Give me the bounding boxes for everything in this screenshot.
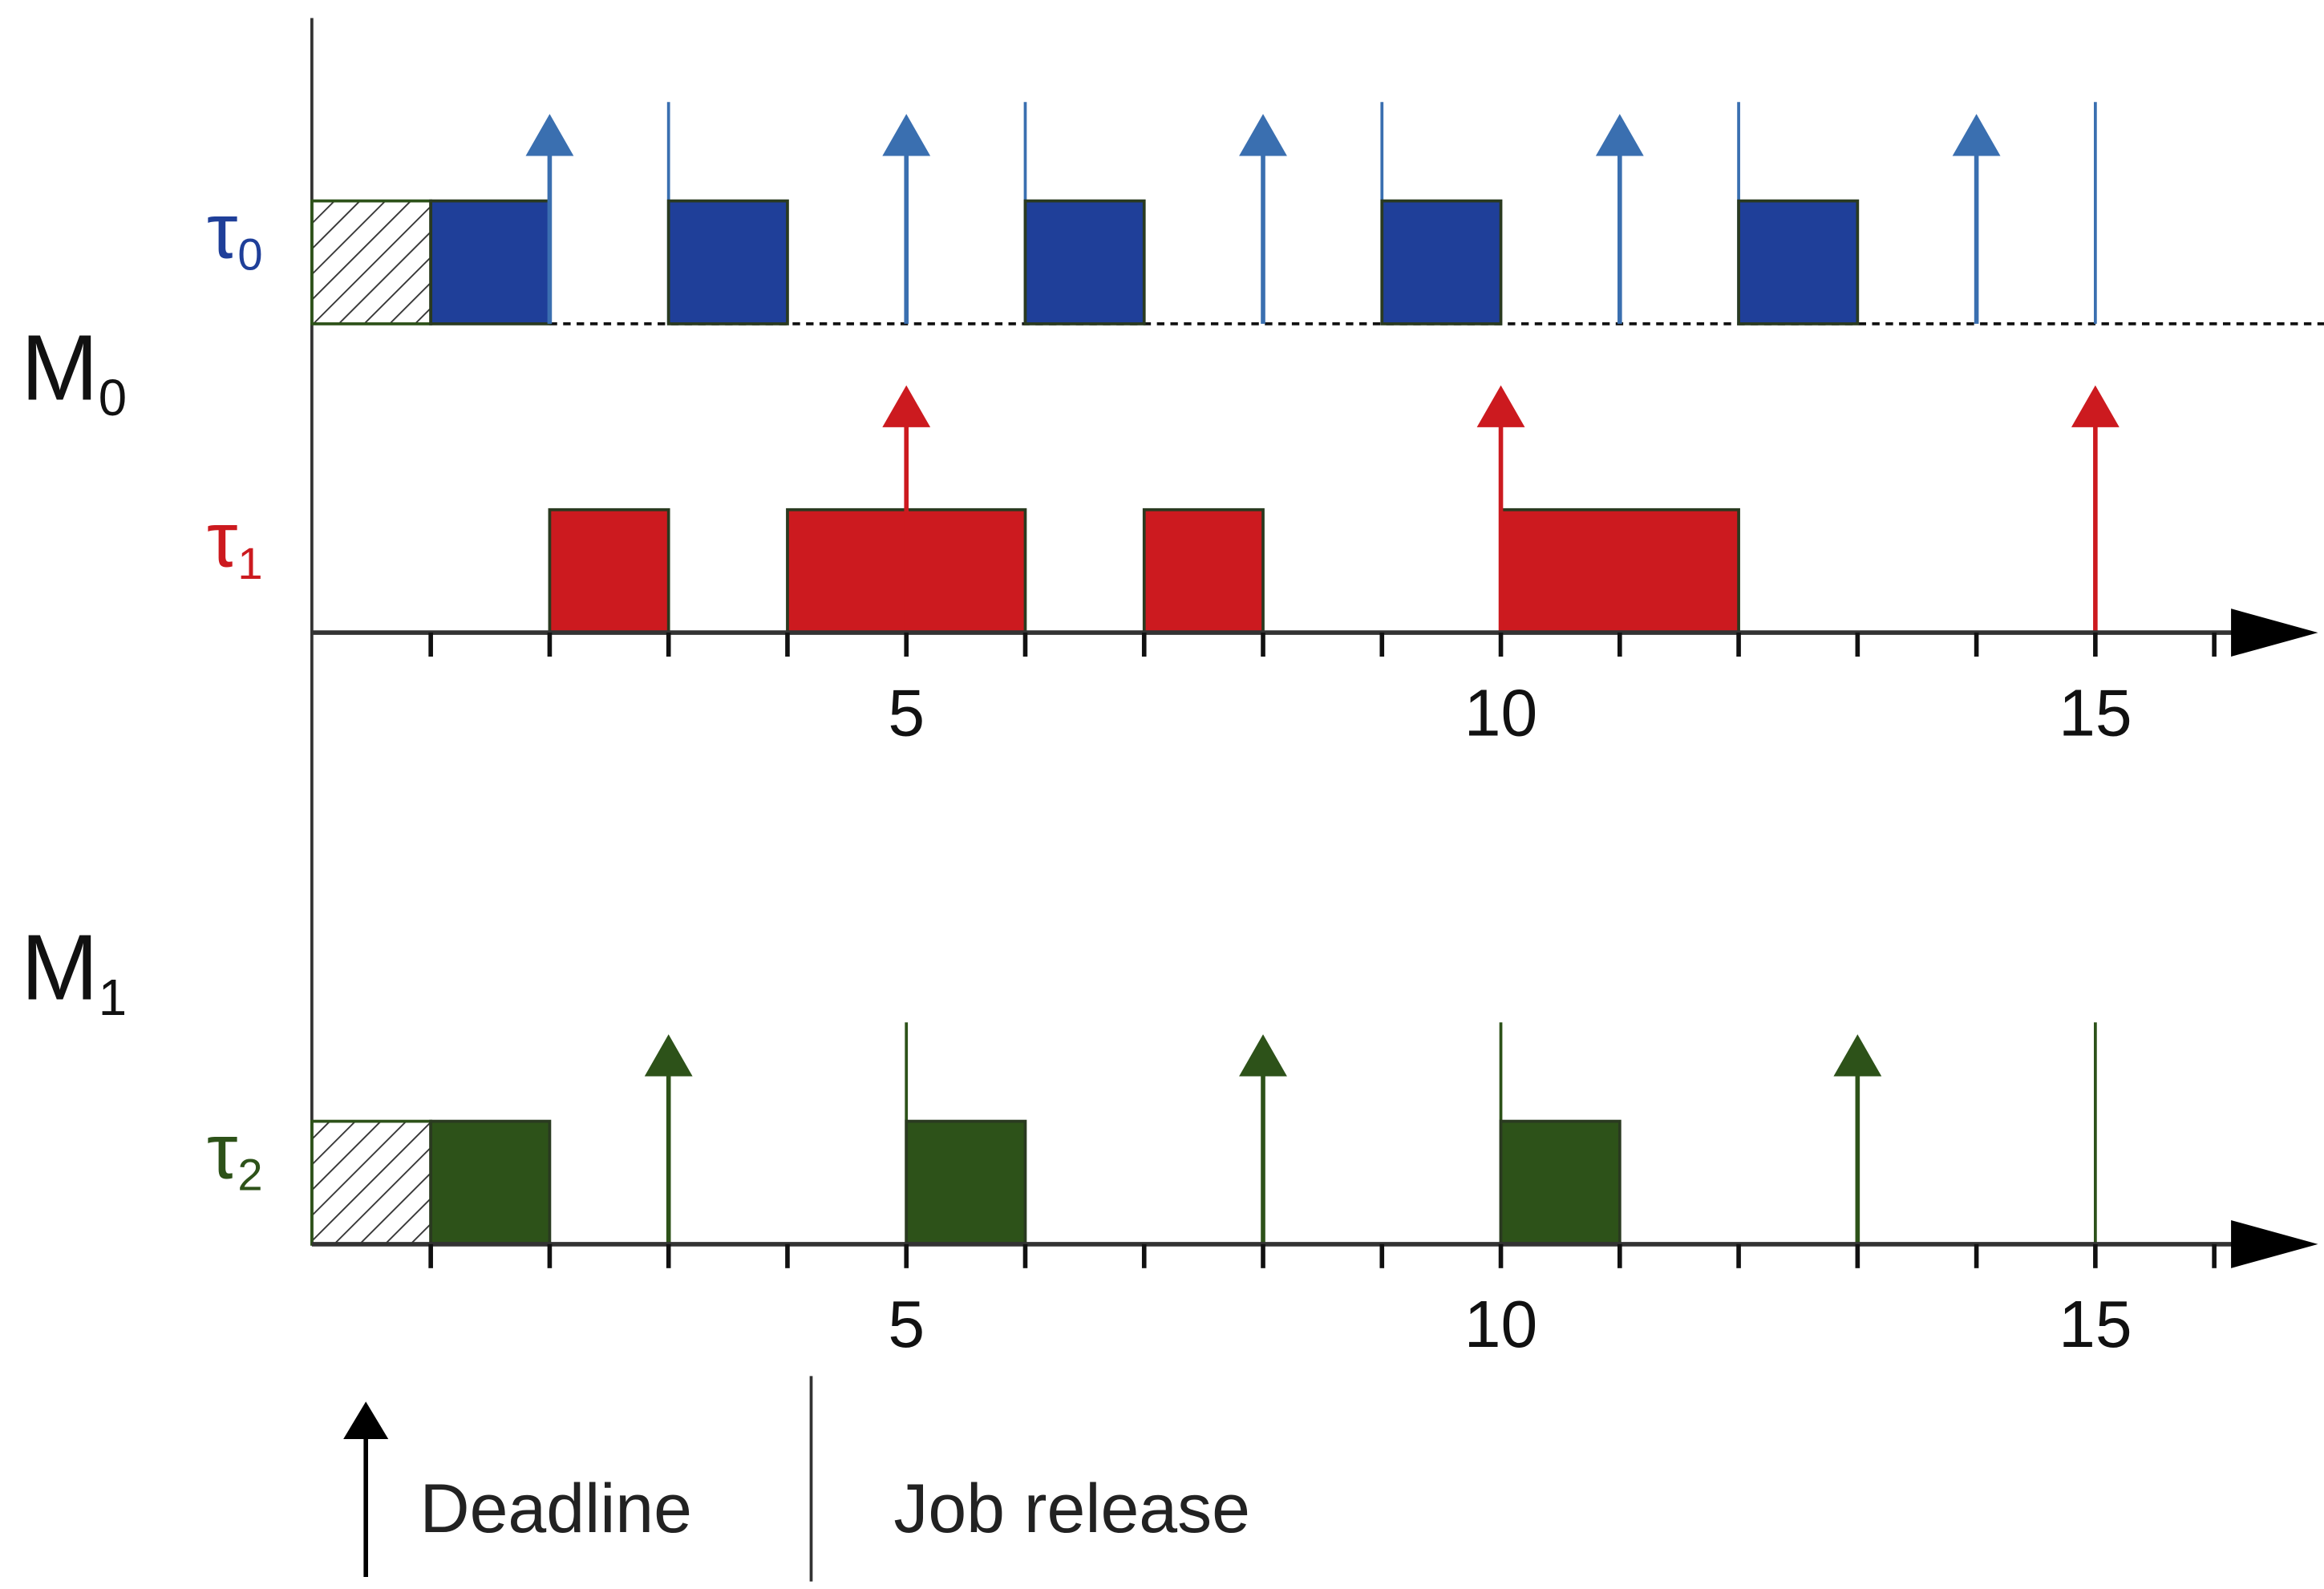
tick-label: 10 <box>1464 677 1538 750</box>
time-axis-arrow <box>2231 609 2318 657</box>
task-index: 2 <box>237 1149 262 1199</box>
machine-name: M <box>21 315 99 419</box>
tick-label: 5 <box>888 677 925 750</box>
deadline-arrow <box>882 385 931 427</box>
blocked-interval <box>310 1119 433 1246</box>
time-axis-arrow <box>2231 1219 2318 1268</box>
machine-label: M1 <box>21 915 127 1026</box>
job <box>905 1119 1027 1246</box>
task-name: τ <box>207 1107 237 1195</box>
deadline-arrow <box>525 114 574 156</box>
job <box>548 507 670 634</box>
task-label: τ0 <box>207 187 263 279</box>
job <box>1023 199 1146 325</box>
legend-release: Job release <box>893 1470 1250 1547</box>
tick-label: 15 <box>2059 1288 2132 1361</box>
machine-name: M <box>21 915 99 1019</box>
task-name: τ <box>207 187 237 274</box>
deadline-arrow <box>1476 385 1525 427</box>
job <box>429 199 552 325</box>
task-label: τ2 <box>207 1107 263 1199</box>
job <box>1380 199 1503 325</box>
deadline-arrow <box>1952 114 2001 156</box>
job <box>666 199 789 325</box>
machine-label: M0 <box>21 315 127 427</box>
job <box>429 1119 552 1246</box>
tick-label: 10 <box>1464 1288 1538 1361</box>
job <box>1499 1119 1622 1246</box>
deadline-arrow <box>644 1034 693 1077</box>
job <box>1499 507 1740 634</box>
deadline-arrow <box>882 114 931 156</box>
task-index: 1 <box>237 538 262 588</box>
tick-label: 5 <box>888 1288 925 1361</box>
job <box>1142 507 1265 634</box>
deadline-arrow <box>2071 385 2120 427</box>
deadline-arrow <box>1833 1034 1882 1077</box>
machine-index: 0 <box>99 370 127 427</box>
machine-index: 1 <box>99 969 127 1026</box>
task-index: 0 <box>237 228 262 279</box>
task-name: τ <box>207 495 237 583</box>
deadline-arrow <box>1239 1034 1287 1077</box>
legend-deadline: Deadline <box>420 1470 692 1547</box>
deadline-arrow <box>1595 114 1644 156</box>
tick-label: 15 <box>2059 677 2132 750</box>
legend-arrow-head <box>343 1401 389 1439</box>
job <box>1737 199 1860 325</box>
task-label: τ1 <box>207 495 263 588</box>
blocked-interval <box>310 199 433 325</box>
deadline-arrow <box>1239 114 1287 156</box>
